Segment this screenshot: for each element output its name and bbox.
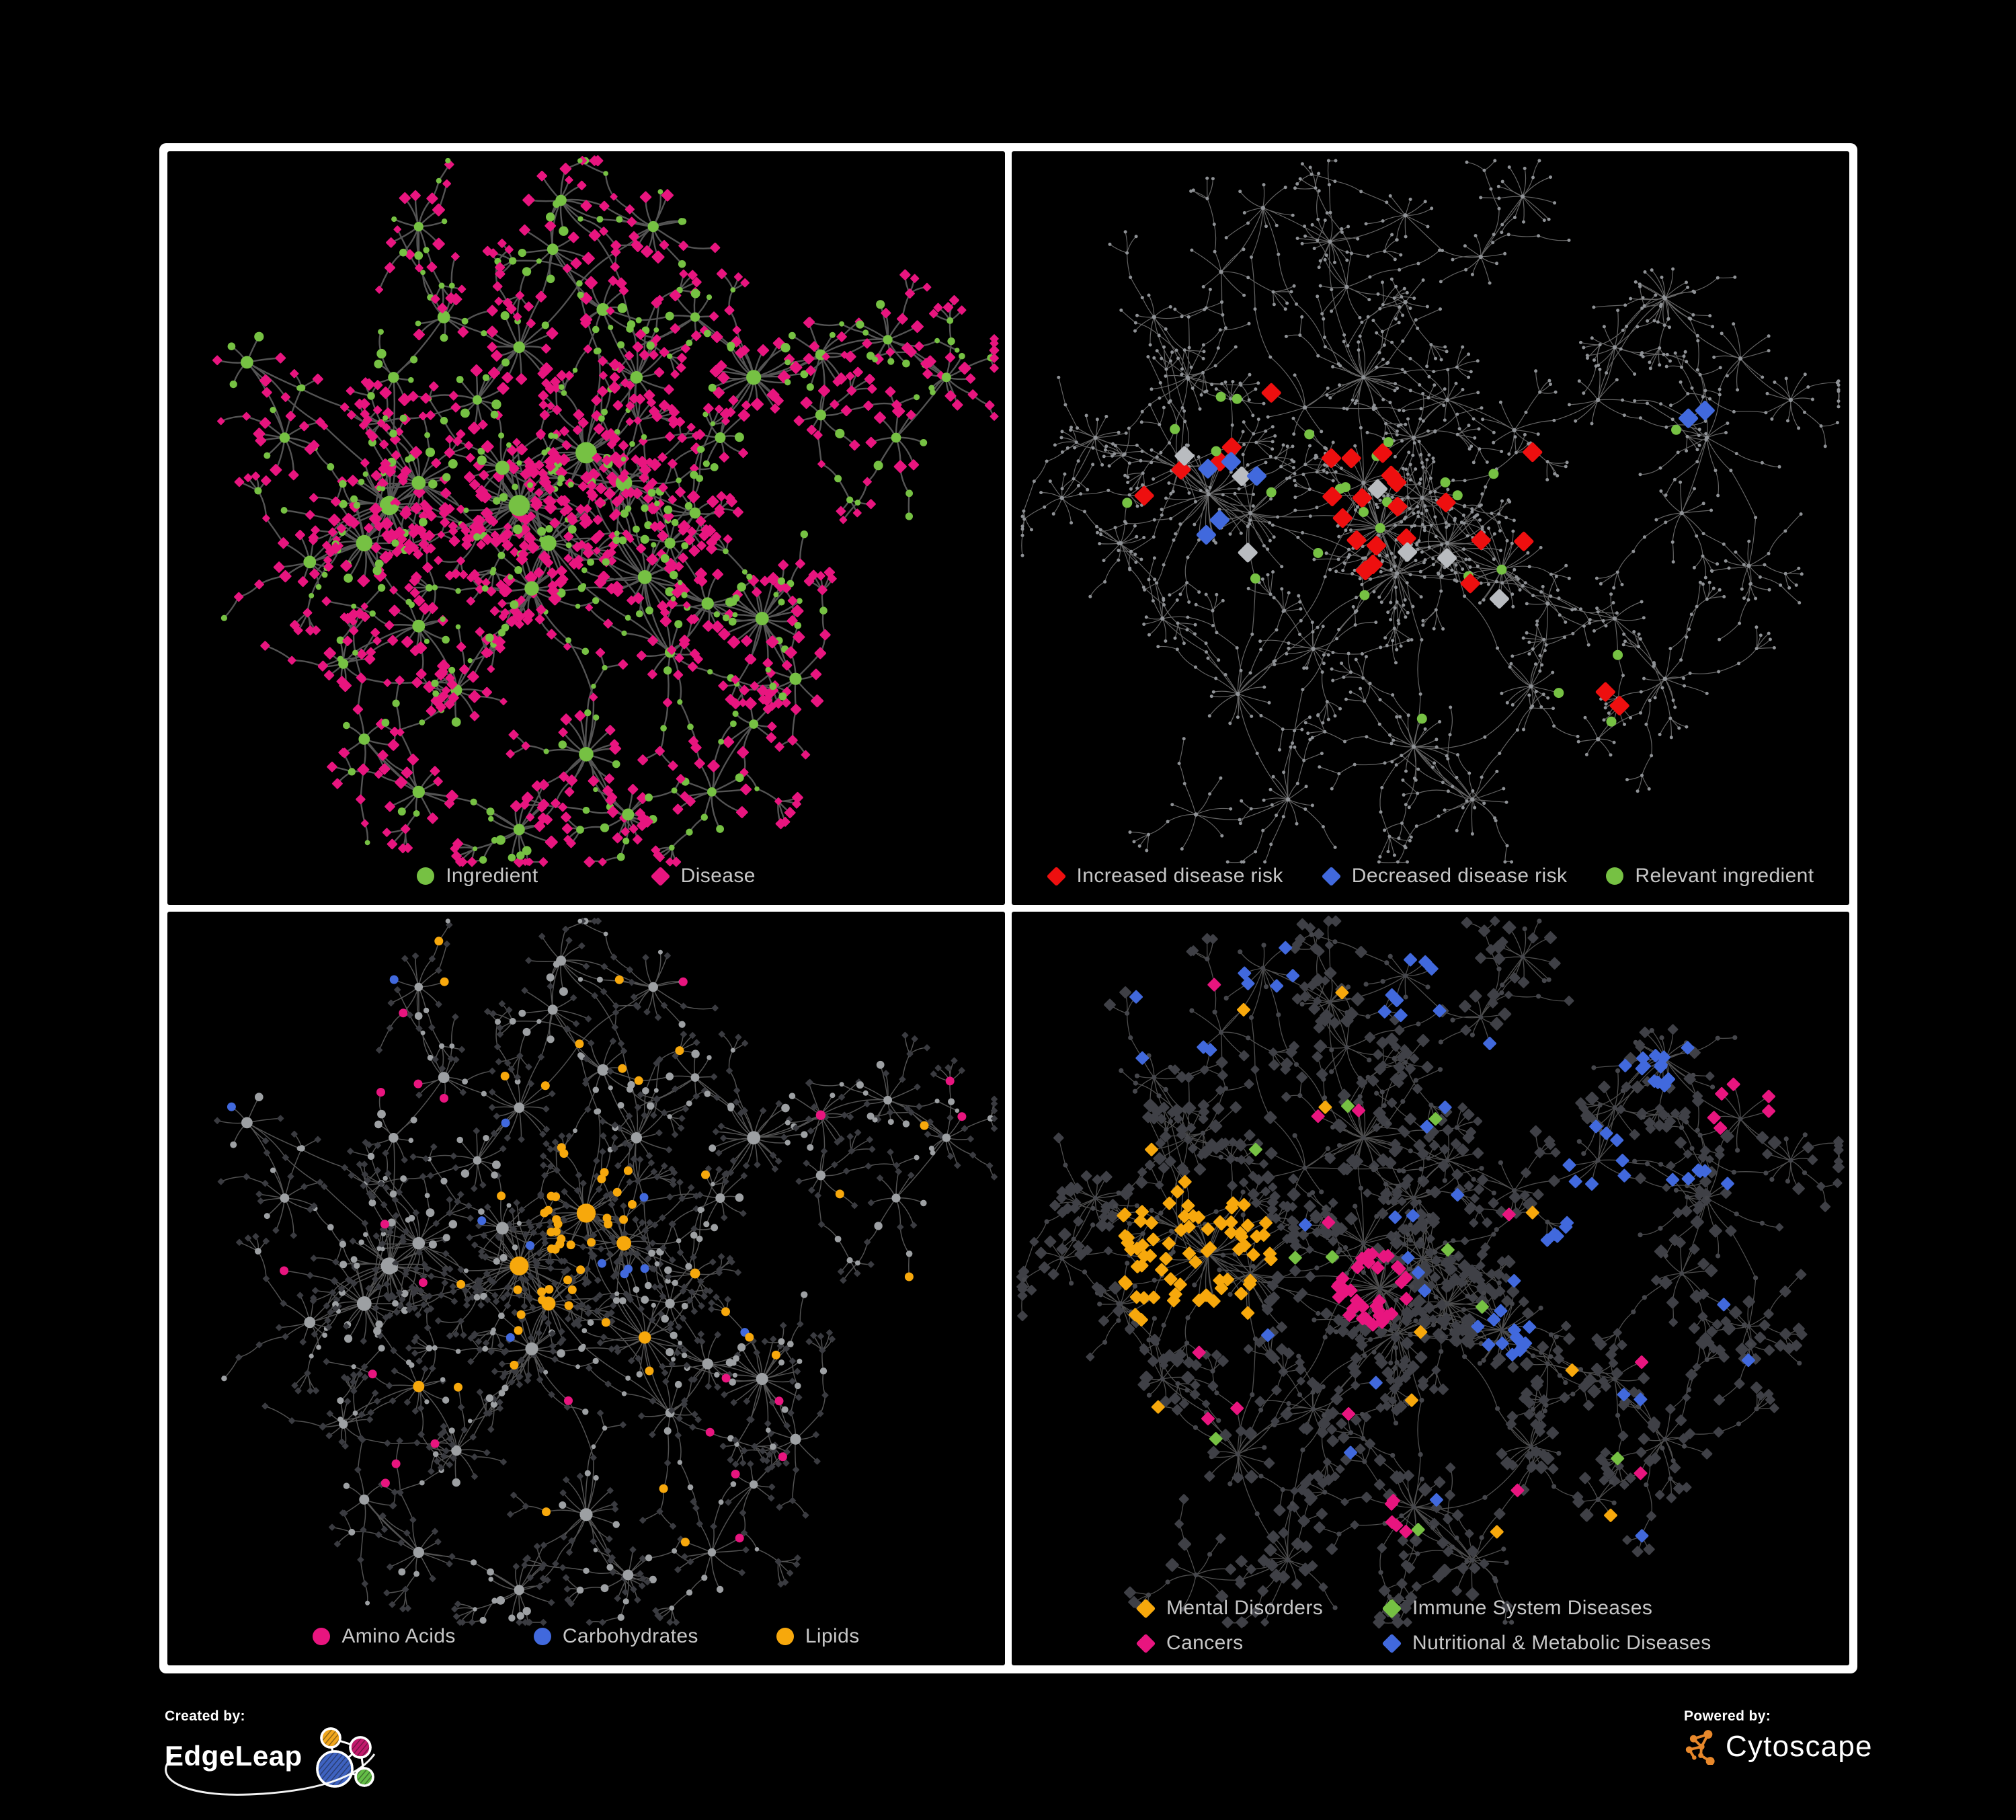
legend-item-nutritional-metabolic-diseases: Nutritional & Metabolic Diseases	[1381, 1632, 1711, 1655]
panel-grid: Ingredient Disease Increased disease risk…	[159, 143, 1857, 1673]
powered-by-label: Powered by:	[1684, 1708, 1771, 1724]
legend-label: Relevant ingredient	[1635, 865, 1814, 887]
legend-label: Mental Disorders	[1166, 1597, 1324, 1619]
legend-circle-swatch-icon	[1606, 867, 1624, 885]
legend-item-carbohydrates: Carbohydrates	[533, 1625, 698, 1648]
network-compound-classes	[214, 917, 998, 1626]
panel-disease-categories: Mental Disorders Immune System Diseases Ca…	[1012, 912, 1849, 1665]
legend-label: Lipids	[805, 1625, 860, 1647]
panel-ingredient-disease: Ingredient Disease	[167, 151, 1005, 905]
network-ingredient-disease	[212, 155, 1000, 868]
legend-circle-swatch-icon	[533, 1628, 551, 1645]
legend-ingredient-disease: Ingredient Disease	[167, 865, 1005, 887]
legend-label: Nutritional & Metabolic Diseases	[1412, 1632, 1711, 1654]
legend-diamond-swatch-icon	[1135, 1633, 1156, 1653]
legend-diamond-swatch-icon	[1381, 1633, 1402, 1653]
legend-item-increased-disease-risk: Increased disease risk	[1046, 865, 1283, 887]
edgeleap-logo: EdgeLeap	[165, 1727, 386, 1800]
network-disease-categories	[1016, 915, 1845, 1629]
legend-compound-classes: Amino Acids Carbohydrates Lipids	[167, 1625, 1005, 1648]
legend-label: Disease	[680, 865, 756, 887]
edgeleap-network-icon	[315, 1727, 374, 1788]
legend-diamond-swatch-icon	[650, 866, 670, 886]
legend-item-immune-system-diseases: Immune System Diseases	[1381, 1597, 1711, 1620]
legend-disease-categories: Mental Disorders Immune System Diseases Ca…	[1012, 1597, 1849, 1655]
cytoscape-credit: Powered by:	[1684, 1708, 1873, 1765]
legend-diamond-swatch-icon	[1135, 1598, 1156, 1618]
legend-label: Increased disease risk	[1076, 865, 1283, 887]
legend-item-cancers: Cancers	[1135, 1632, 1383, 1655]
legend-circle-swatch-icon	[417, 867, 435, 885]
legend-label: Carbohydrates	[562, 1625, 698, 1647]
legend-item-disease: Disease	[650, 865, 756, 887]
legend-item-relevant-ingredient: Relevant ingredient	[1606, 865, 1814, 887]
cytoscape-network-icon	[1685, 1730, 1715, 1765]
legend-label: Decreased disease risk	[1351, 865, 1568, 887]
legend-label: Cancers	[1166, 1632, 1244, 1654]
legend-item-mental-disorders: Mental Disorders	[1135, 1597, 1383, 1620]
legend-diamond-swatch-icon	[1321, 866, 1342, 886]
legend-item-lipids: Lipids	[776, 1625, 860, 1648]
created-by-label: Created by:	[165, 1708, 245, 1724]
legend-label: Immune System Diseases	[1412, 1597, 1653, 1619]
legend-item-decreased-disease-risk: Decreased disease risk	[1321, 865, 1568, 887]
edgeleap-credit: Created by: EdgeLeap	[165, 1708, 386, 1800]
cytoscape-wordmark: Cytoscape	[1726, 1730, 1873, 1763]
network-disease-risk	[1020, 159, 1841, 864]
edgeleap-wordmark: EdgeLeap	[165, 1740, 303, 1772]
legend-diamond-swatch-icon	[1046, 866, 1066, 886]
legend-diamond-swatch-icon	[1381, 1598, 1402, 1618]
panel-disease-risk: Increased disease risk Decreased disease …	[1012, 151, 1849, 905]
legend-disease-risk: Increased disease risk Decreased disease …	[1012, 865, 1849, 887]
legend-circle-swatch-icon	[776, 1628, 794, 1645]
legend-label: Amino Acids	[341, 1625, 456, 1647]
panel-compound-classes: Amino Acids Carbohydrates Lipids	[167, 912, 1005, 1665]
legend-circle-swatch-icon	[313, 1628, 331, 1645]
legend-label: Ingredient	[446, 865, 538, 887]
legend-item-amino-acids: Amino Acids	[313, 1625, 455, 1648]
legend-item-ingredient: Ingredient	[417, 865, 538, 887]
